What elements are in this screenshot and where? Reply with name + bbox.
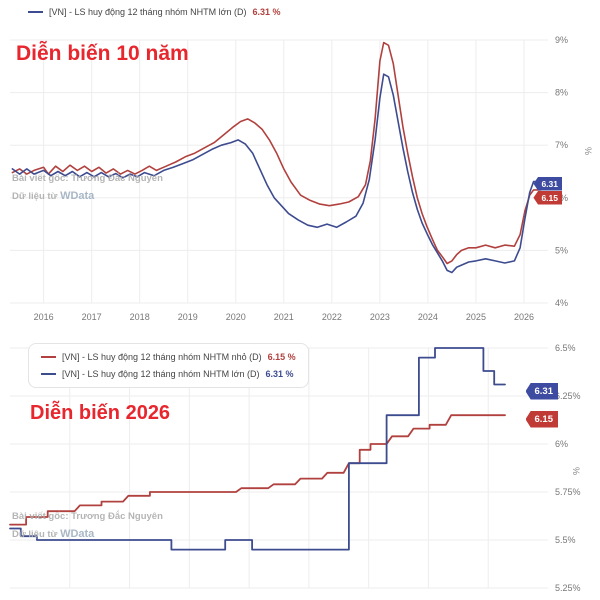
annotation-10-nam: Diễn biến 10 năm (16, 42, 189, 65)
svg-text:2019: 2019 (178, 312, 198, 322)
svg-text:5%: 5% (555, 245, 568, 255)
svg-text:2020: 2020 (226, 312, 246, 322)
svg-text:7%: 7% (555, 140, 568, 150)
series-label: [VN] - LS huy động 12 tháng nhóm NHTM lớ… (49, 7, 247, 17)
series-current-value: 6.31 % (265, 369, 294, 379)
svg-text:5.25%: 5.25% (555, 583, 581, 593)
svg-text:6%: 6% (555, 439, 568, 449)
annotation-2026: Diễn biến 2026 (30, 402, 171, 424)
y-axis-unit-label: % (582, 146, 593, 156)
svg-text:2016: 2016 (34, 312, 54, 322)
svg-text:2021: 2021 (274, 312, 294, 322)
series-label: [VN] - LS huy động 12 tháng nhóm NHTM nh… (62, 352, 262, 362)
bottom-legend: [VN] - LS huy động 12 tháng nhóm NHTM nh… (28, 343, 309, 388)
series-label: [VN] - LS huy động 12 tháng nhóm NHTM lớ… (62, 369, 260, 379)
watermark: Bài viết gốc: Trương Đắc Nguyên Dữ liệu … (12, 508, 163, 545)
svg-text:2026: 2026 (514, 312, 534, 322)
series-line-marker-icon (41, 356, 56, 358)
wdata-logo: WData (60, 528, 95, 541)
svg-text:2022: 2022 (322, 312, 342, 322)
svg-text:2024: 2024 (418, 312, 438, 322)
watermark: Bài viết gốc: Trương Đắc Nguyên Dữ liệu … (12, 170, 163, 207)
wdata-logo: WData (60, 190, 95, 203)
year-2026-chart-panel: 5.25% 5.5% 5.75% 6% 6.25% 6.5% [VN] - LS huy … (0, 338, 600, 600)
svg-text:5.75%: 5.75% (555, 487, 581, 497)
series-current-value: 6.15 % (267, 352, 296, 362)
svg-text:2018: 2018 (130, 312, 150, 322)
year-2026-line-chart: 5.25% 5.5% 5.75% 6% 6.25% 6.5% (9, 343, 581, 593)
svg-text:4%: 4% (555, 298, 568, 308)
last-value-badge-blue: 6.31 (533, 177, 562, 191)
series-line-marker-icon (41, 373, 56, 375)
svg-text:2017: 2017 (82, 312, 102, 322)
watermark-author: Bài viết gốc: Trương Đắc Nguyên (12, 511, 163, 522)
ten-year-chart-panel: 4%5%6%7%8%9%2016201720182019202020212022… (10, 7, 593, 322)
series-line-marker-icon (28, 11, 43, 13)
svg-text:5.5%: 5.5% (555, 535, 576, 545)
last-value-badge-red: 6.15 (525, 411, 558, 428)
svg-text:8%: 8% (555, 88, 568, 98)
series-current-value: 6.31 % (252, 7, 281, 17)
ten-year-line-chart: 4%5%6%7%8%9%2016201720182019202020212022… (10, 35, 568, 322)
legend-item-small-banks[interactable]: [VN] - LS huy động 12 tháng nhóm NHTM nh… (41, 352, 296, 362)
top-legend-item[interactable]: [VN] - LS huy động 12 tháng nhóm NHTM lớ… (28, 7, 281, 17)
last-value-badge-blue: 6.31 (525, 383, 558, 400)
svg-text:9%: 9% (555, 35, 568, 45)
watermark-source: Dữ liệu từ WData (12, 190, 95, 203)
watermark-author: Bài viết gốc: Trương Đắc Nguyên (12, 173, 163, 184)
svg-text:2025: 2025 (466, 312, 486, 322)
y-axis-unit-label: % (570, 466, 581, 476)
svg-text:2023: 2023 (370, 312, 390, 322)
svg-text:6.25%: 6.25% (555, 391, 581, 401)
last-value-badge-red: 6.15 (533, 191, 562, 205)
watermark-source: Dữ liệu từ WData (12, 528, 95, 541)
svg-text:6.5%: 6.5% (555, 343, 576, 353)
legend-item-large-banks[interactable]: [VN] - LS huy động 12 tháng nhóm NHTM lớ… (41, 369, 296, 379)
